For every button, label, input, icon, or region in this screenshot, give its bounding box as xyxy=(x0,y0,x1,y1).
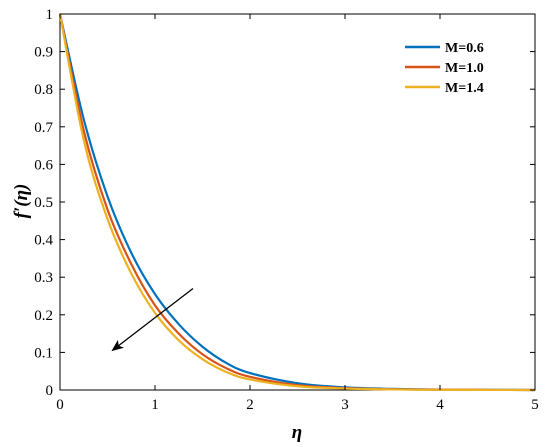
y-tick-label: 0.3 xyxy=(34,270,53,286)
y-tick-label: 0.6 xyxy=(34,157,53,173)
legend: M=0.6 M=1.0 M=1.4 xyxy=(405,41,484,96)
x-axis-label: η xyxy=(292,422,302,443)
y-tick-label: 0.4 xyxy=(34,233,53,249)
y-tick-label: 0.7 xyxy=(34,120,53,136)
plot-area xyxy=(59,13,536,391)
y-tick-label: 0.1 xyxy=(34,345,53,361)
x-tick-label: 4 xyxy=(436,397,444,413)
plot-frame xyxy=(59,13,536,391)
x-tick-label: 0 xyxy=(56,397,64,413)
y-tick-label: 0.2 xyxy=(34,308,53,324)
y-axis-label: f′(η) xyxy=(11,184,32,219)
legend-label-2: M=1.0 xyxy=(445,61,484,76)
y-tick-label: 1 xyxy=(46,7,54,23)
y-tick-label: 0.5 xyxy=(34,195,53,211)
y-tick-label: 0.9 xyxy=(34,45,53,61)
series-line-3 xyxy=(58,13,536,392)
x-tick-label: 5 xyxy=(531,397,539,413)
x-tick-label: 3 xyxy=(341,397,349,413)
y-tick-label: 0 xyxy=(46,383,54,399)
x-tick-label: 2 xyxy=(246,397,254,413)
legend-label-3: M=1.4 xyxy=(445,81,484,96)
ticks-layer: 0 1 2 3 4 5 0 0.1 0.2 0.3 0.4 0.5 0.6 0.7 0.8 0.9 1 xyxy=(34,7,539,413)
x-tick-label: 1 xyxy=(151,397,159,413)
annotation-arrow xyxy=(111,287,194,352)
series-layer xyxy=(58,13,536,392)
annotation-layer xyxy=(111,287,194,352)
y-tick-label: 0.8 xyxy=(34,82,53,98)
legend-label-1: M=0.6 xyxy=(445,41,484,56)
